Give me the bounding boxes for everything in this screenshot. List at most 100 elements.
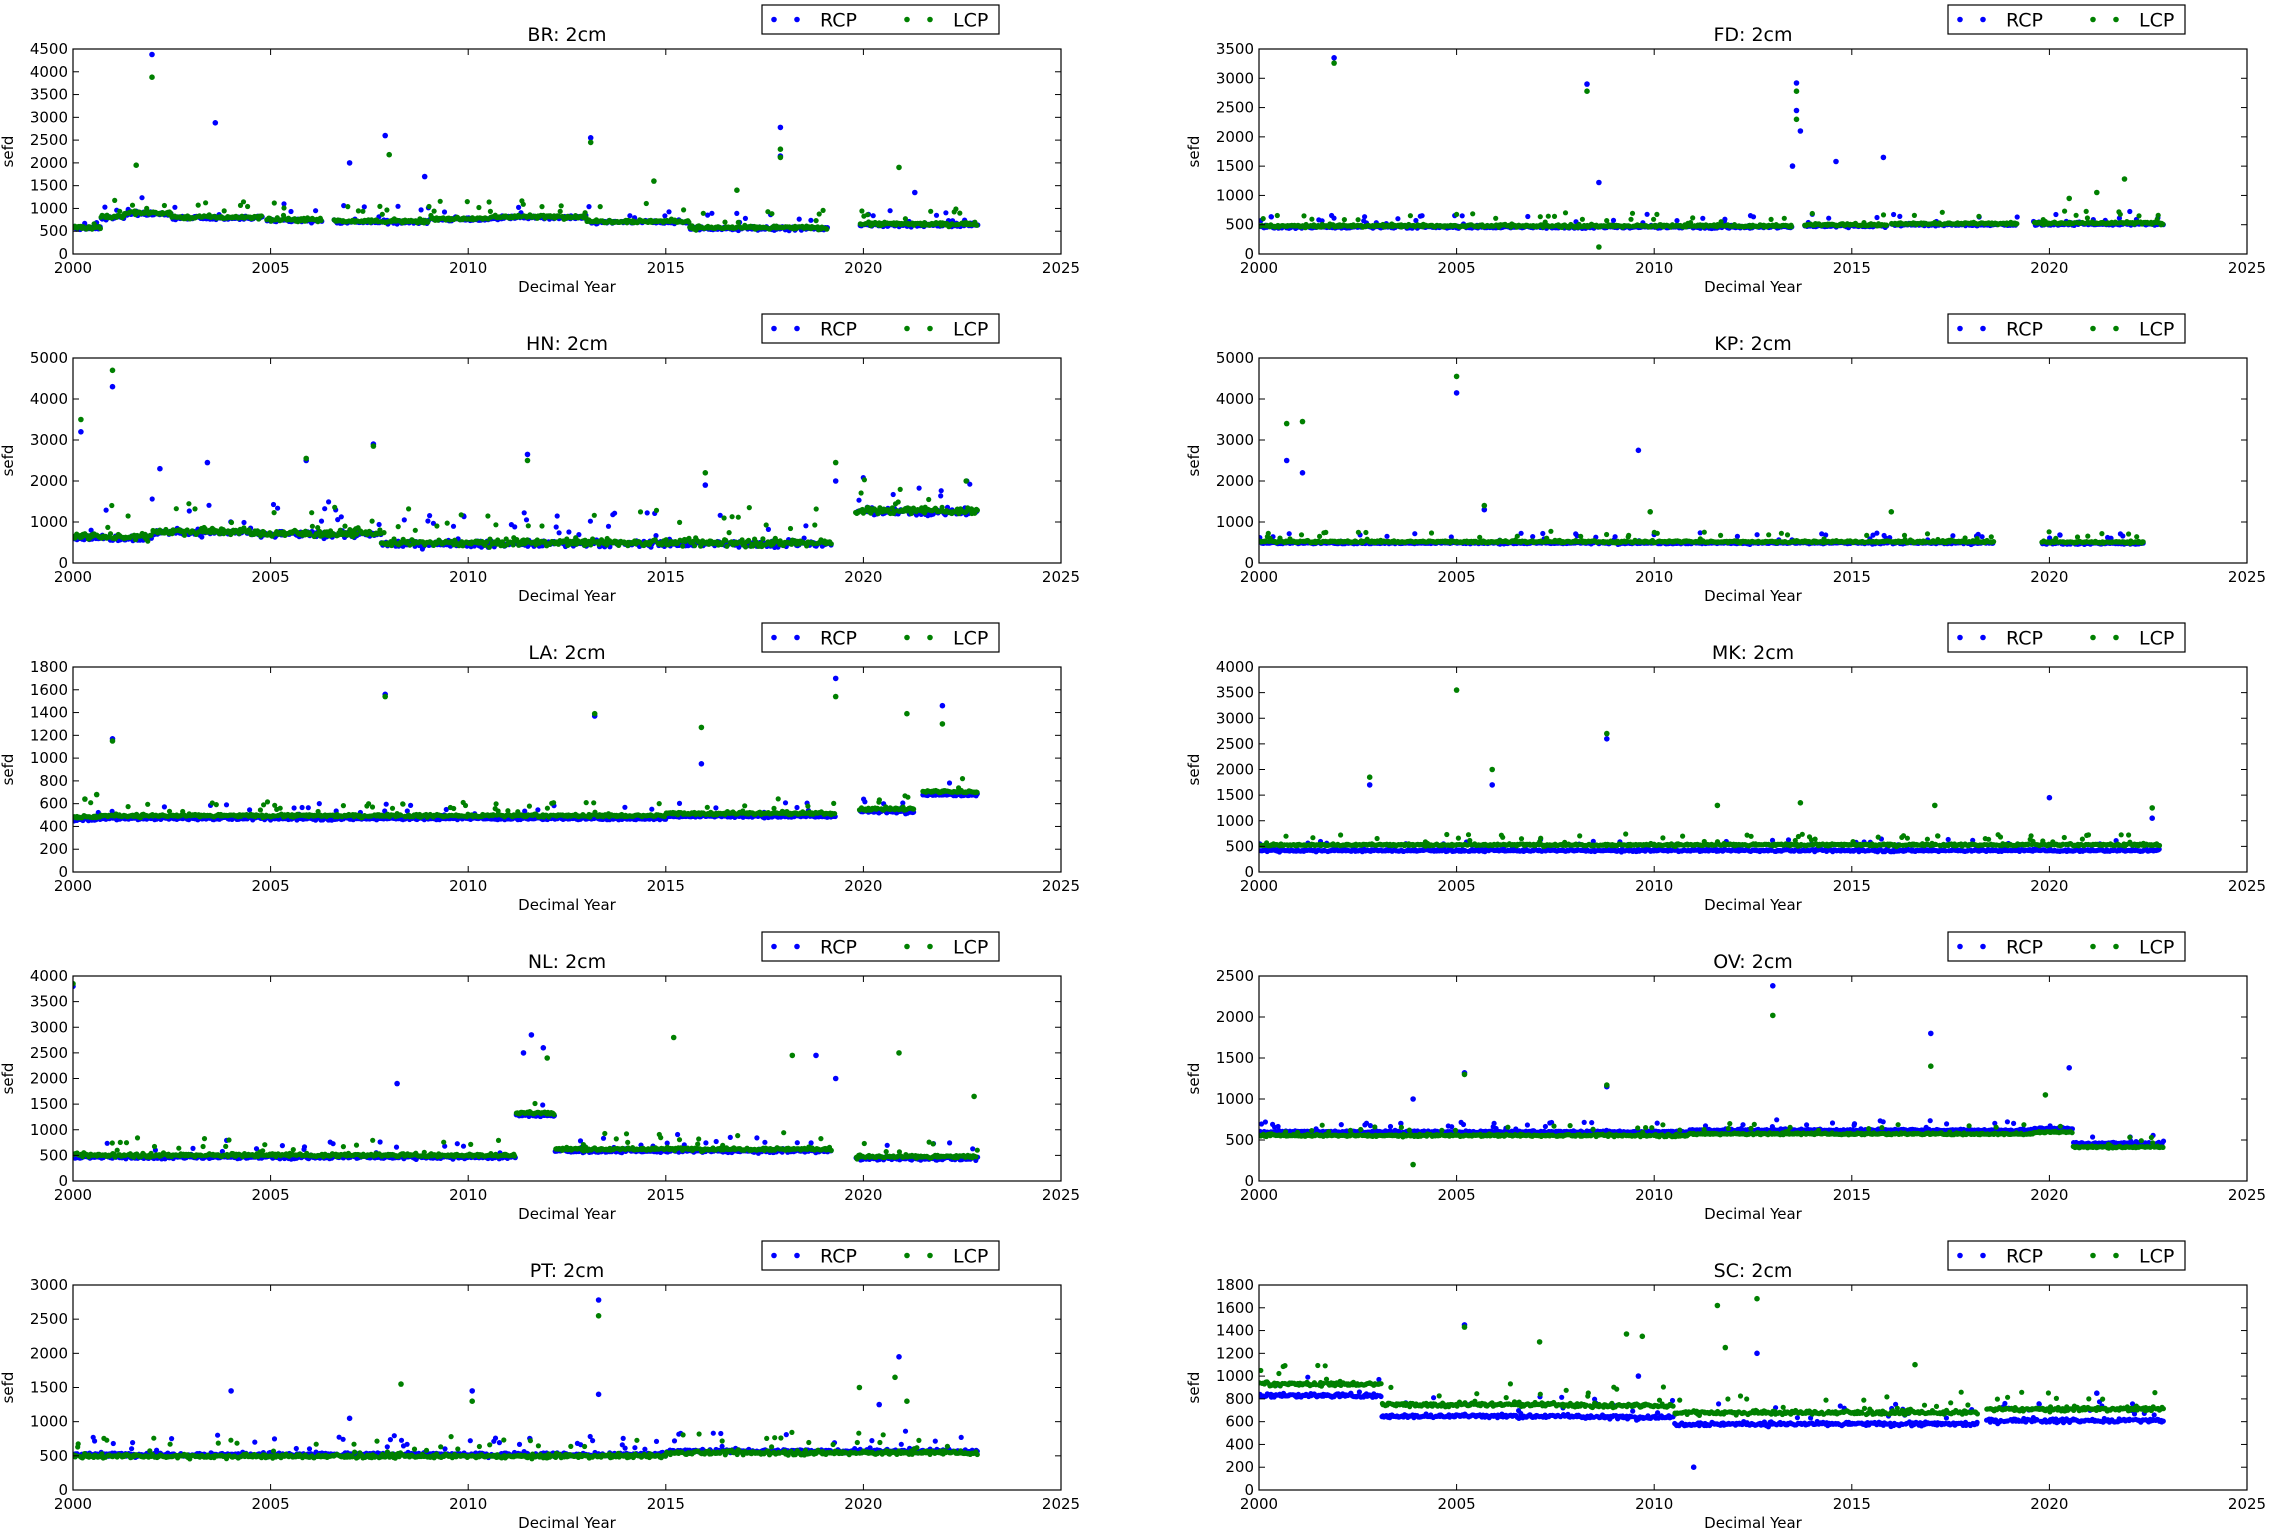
point-rcp [705, 212, 711, 218]
point-lcp [824, 226, 830, 232]
point-lcp [828, 541, 834, 547]
point-lcp [195, 202, 201, 208]
point-lcp [723, 537, 729, 544]
point-rcp [1754, 532, 1760, 538]
point-lcp [677, 519, 683, 526]
point-lcp [192, 506, 198, 512]
point-rcp [1700, 215, 1706, 221]
point-rcp [554, 513, 560, 519]
point-lcp [281, 205, 287, 211]
point-rcp [427, 513, 433, 519]
legend-box [761, 313, 1000, 344]
point-rcp [890, 491, 896, 498]
point-lcp [864, 212, 871, 218]
outlier-point-rcp [1797, 128, 1804, 134]
point-lcp [787, 525, 794, 532]
y-tick-label: 4000 [30, 390, 68, 408]
legend-marker-rcp [771, 325, 777, 332]
point-lcp [698, 543, 704, 549]
y-tick-label: 0 [58, 245, 68, 263]
point-rcp [2127, 208, 2133, 215]
outlier-point-rcp [346, 160, 353, 166]
point-lcp [145, 538, 151, 544]
axes-frame [1258, 48, 2248, 255]
x-tick-label: 2000 [1240, 259, 1278, 277]
point-rcp [1874, 214, 1880, 221]
point-rcp [943, 210, 949, 216]
point-rcp [938, 488, 944, 494]
legend-marker-rcp [794, 16, 800, 23]
point-lcp [476, 204, 482, 211]
point-lcp [486, 544, 492, 550]
y-tick-label: 1000 [30, 513, 68, 531]
point-lcp [125, 513, 131, 519]
point-lcp [525, 523, 531, 529]
outlier-point-lcp [2094, 189, 2100, 196]
point-lcp [426, 203, 432, 210]
point-rcp [1644, 211, 1650, 217]
y-tick-label: 1000 [1216, 186, 1254, 204]
x-tick-label: 2020 [2030, 259, 2068, 277]
point-lcp [486, 199, 492, 205]
point-lcp [1537, 214, 1543, 220]
legend: RCP LCP [1947, 4, 2186, 35]
legend-marker-lcp [2090, 16, 2096, 23]
point-rcp [1540, 530, 1546, 537]
point-lcp [105, 524, 111, 531]
y-axis-label: sefd [0, 445, 17, 477]
point-rcp [1459, 213, 1465, 219]
point-lcp [510, 542, 516, 548]
point-lcp [173, 506, 179, 512]
y-tick-label: 1500 [1216, 157, 1254, 175]
point-lcp [861, 477, 868, 483]
point-lcp [908, 510, 914, 517]
point-lcp [1781, 215, 1787, 221]
point-lcp [763, 522, 769, 528]
point-lcp [354, 531, 360, 537]
y-tick-label: 0 [58, 554, 68, 572]
point-lcp [216, 531, 223, 537]
y-tick-label: 2000 [30, 154, 68, 172]
point-lcp [1718, 219, 1724, 225]
y-tick-label: 500 [39, 222, 68, 240]
outlier-point-rcp [587, 135, 594, 141]
outlier-point-rcp [78, 429, 84, 435]
outlier-point-lcp [2121, 176, 2128, 182]
y-tick-label: 1500 [30, 177, 68, 195]
point-lcp [360, 208, 366, 214]
point-lcp [221, 208, 227, 214]
y-axis-label: sefd [0, 136, 17, 168]
y-tick-label: 0 [1244, 245, 1254, 263]
point-lcp [464, 199, 470, 205]
point-lcp [653, 507, 660, 513]
point-lcp [1911, 212, 1917, 218]
point-rcp [1419, 213, 1425, 219]
point-lcp [926, 496, 932, 503]
point-rcp [1362, 214, 1368, 220]
legend-marker-lcp [2113, 16, 2119, 23]
point-rcp [139, 195, 145, 201]
point-rcp [2014, 214, 2020, 220]
chart-title: FD: 2cm [1713, 24, 1792, 46]
point-lcp [1470, 211, 1476, 217]
point-rcp [1897, 213, 1903, 219]
point-lcp [1809, 210, 1815, 217]
legend-label-rcp: RCP [820, 319, 857, 341]
outlier-point-rcp [1880, 154, 1887, 161]
point-rcp [627, 213, 633, 219]
point-lcp [1579, 216, 1585, 222]
y-axis-label: sefd [1185, 136, 1203, 168]
point-lcp [582, 210, 588, 216]
outlier-point-rcp [1584, 81, 1590, 87]
point-lcp [539, 204, 545, 210]
point-rcp [241, 519, 247, 526]
legend-marker-lcp [904, 16, 910, 23]
scatter-points [1259, 373, 2146, 548]
outlier-point-rcp [212, 120, 219, 126]
point-lcp [271, 200, 277, 206]
x-axis-label: Decimal Year [1704, 278, 1803, 296]
point-lcp [487, 208, 493, 214]
point-rcp [933, 212, 940, 218]
point-lcp [342, 523, 348, 529]
point-rcp [612, 510, 618, 516]
